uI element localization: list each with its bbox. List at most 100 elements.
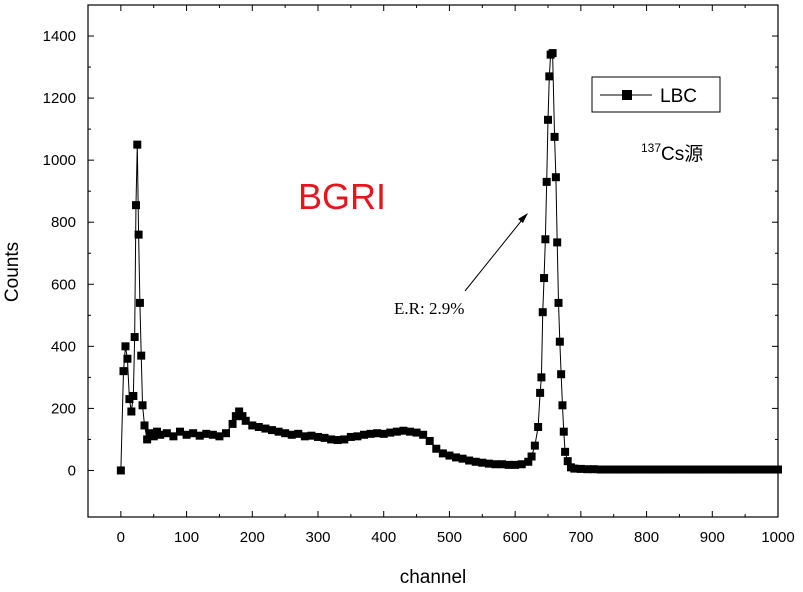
marker: [544, 115, 552, 124]
marker: [557, 370, 566, 379]
marker: [274, 427, 283, 436]
source-text: Cs源: [661, 143, 703, 165]
marker: [551, 173, 560, 182]
y-tick-label: 1200: [43, 90, 76, 107]
x-tick-label: 600: [503, 529, 528, 546]
y-tick-label: 200: [51, 400, 76, 417]
plot-frame: [87, 4, 779, 518]
marker: [134, 230, 143, 239]
x-axis-label: channel: [400, 567, 467, 588]
marker: [406, 427, 414, 436]
marker: [202, 429, 211, 438]
marker: [346, 432, 355, 441]
marker: [182, 430, 191, 439]
marker: [137, 351, 146, 360]
marker: [287, 430, 296, 439]
marker: [555, 337, 564, 346]
source-superscript: 137: [641, 141, 661, 155]
marker: [609, 465, 618, 474]
marker: [281, 429, 290, 438]
y-tick-label: 1400: [43, 28, 76, 45]
x-tick-label: 400: [371, 529, 396, 546]
x-tick-label: 100: [174, 529, 199, 546]
marker: [138, 401, 147, 410]
y-tick-label: 0: [68, 462, 76, 479]
marker: [540, 274, 549, 283]
y-axis-label: Counts: [2, 242, 23, 302]
annotation-title: BGRI: [298, 176, 386, 217]
marker: [760, 465, 769, 474]
marker: [542, 177, 551, 186]
marker: [392, 427, 401, 436]
marker: [537, 373, 546, 382]
marker: [534, 423, 543, 432]
marker: [548, 49, 557, 58]
marker: [695, 465, 704, 474]
marker: [379, 429, 388, 438]
marker: [222, 429, 230, 438]
marker: [129, 391, 138, 400]
marker: [189, 429, 198, 438]
marker: [176, 427, 184, 436]
marker: [366, 429, 375, 438]
marker: [340, 435, 349, 444]
marker: [747, 465, 756, 474]
marker: [558, 401, 567, 410]
x-tick-label: 700: [568, 529, 593, 546]
marker: [254, 423, 263, 432]
marker: [741, 465, 750, 474]
marker: [333, 436, 342, 445]
marker: [248, 421, 257, 430]
marker: [452, 453, 460, 462]
marker: [135, 298, 144, 307]
marker: [412, 428, 421, 437]
marker: [471, 457, 480, 466]
marker: [774, 465, 782, 474]
marker: [754, 465, 763, 474]
marker: [458, 454, 467, 463]
marker: [478, 458, 487, 467]
marker: [215, 432, 224, 441]
annotation-arrow: [464, 214, 527, 292]
marker: [133, 140, 142, 149]
marker: [327, 435, 336, 444]
x-tick-label: 500: [437, 529, 462, 546]
marker: [527, 452, 536, 461]
marker: [491, 460, 500, 469]
x-tick-label: 900: [700, 529, 725, 546]
marker: [536, 388, 545, 397]
marker: [140, 421, 149, 430]
marker: [235, 407, 244, 416]
marker: [127, 407, 136, 416]
marker: [668, 465, 677, 474]
arrow-head: [518, 213, 528, 223]
marker: [425, 436, 434, 445]
x-tick-label: 0: [117, 529, 125, 546]
marker: [675, 465, 684, 474]
x-tick-label: 300: [305, 529, 330, 546]
marker: [603, 465, 612, 474]
marker: [268, 426, 276, 435]
marker: [530, 441, 539, 450]
marker: [629, 465, 638, 474]
marker: [714, 465, 723, 474]
marker: [130, 333, 139, 342]
marker: [655, 465, 664, 474]
marker: [504, 460, 513, 469]
marker: [121, 342, 130, 351]
marker: [195, 431, 204, 440]
marker: [386, 428, 395, 437]
marker: [300, 432, 309, 441]
marker: [498, 460, 506, 469]
marker: [314, 432, 322, 441]
marker: [438, 449, 447, 458]
marker: [636, 465, 644, 474]
marker: [622, 465, 631, 474]
marker: [465, 456, 474, 465]
marker: [511, 460, 520, 469]
marker: [701, 465, 710, 474]
marker: [373, 429, 382, 438]
marker: [116, 466, 125, 475]
marker: [123, 354, 132, 363]
